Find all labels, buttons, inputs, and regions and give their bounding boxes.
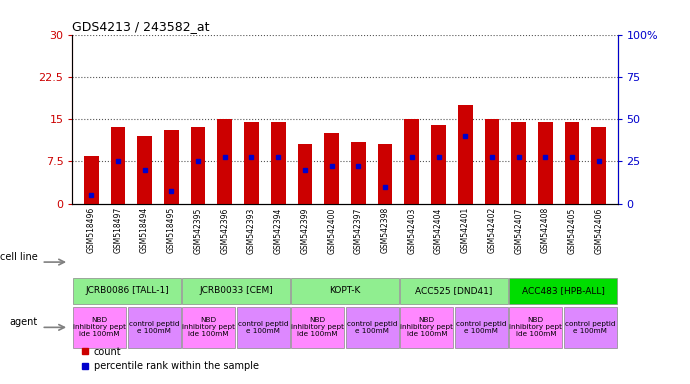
Bar <box>377 144 393 204</box>
Bar <box>458 105 473 204</box>
Bar <box>128 306 181 348</box>
Bar <box>564 306 617 348</box>
Text: JCRB0033 [CEM]: JCRB0033 [CEM] <box>199 286 273 295</box>
Legend: count, percentile rank within the sample: count, percentile rank within the sample <box>77 343 263 375</box>
Bar <box>346 306 399 348</box>
Text: GSM542396: GSM542396 <box>220 207 229 253</box>
Bar <box>271 122 286 204</box>
Text: GSM542404: GSM542404 <box>434 207 443 253</box>
Bar <box>538 122 553 204</box>
Bar <box>182 306 235 348</box>
Bar <box>217 119 232 204</box>
Text: NBD
inhibitory pept
ide 100mM: NBD inhibitory pept ide 100mM <box>73 317 126 338</box>
Text: NBD
inhibitory pept
ide 100mM: NBD inhibitory pept ide 100mM <box>509 317 562 338</box>
Text: GSM542403: GSM542403 <box>407 207 416 253</box>
Bar <box>591 127 607 204</box>
Bar <box>182 278 290 304</box>
Bar <box>291 278 399 304</box>
Bar <box>511 122 526 204</box>
Text: ACC483 [HPB-ALL]: ACC483 [HPB-ALL] <box>522 286 604 295</box>
Text: GSM518495: GSM518495 <box>167 207 176 253</box>
Text: GSM542398: GSM542398 <box>381 207 390 253</box>
Text: GSM542400: GSM542400 <box>327 207 336 253</box>
Bar <box>237 306 290 348</box>
Text: control peptid
e 100mM: control peptid e 100mM <box>456 321 506 334</box>
Text: JCRB0086 [TALL-1]: JCRB0086 [TALL-1] <box>85 286 169 295</box>
Text: NBD
inhibitory pept
ide 100mM: NBD inhibitory pept ide 100mM <box>291 317 344 338</box>
Text: GSM542399: GSM542399 <box>300 207 309 253</box>
Bar <box>110 127 125 204</box>
Text: GSM542407: GSM542407 <box>514 207 523 253</box>
Bar <box>431 125 446 204</box>
Text: control peptid
e 100mM: control peptid e 100mM <box>347 321 397 334</box>
Text: agent: agent <box>10 317 38 327</box>
Text: GSM542395: GSM542395 <box>193 207 203 253</box>
Bar <box>190 127 206 204</box>
Text: GSM542402: GSM542402 <box>487 207 497 253</box>
Text: control peptid
e 100mM: control peptid e 100mM <box>238 321 288 334</box>
Bar <box>455 306 508 348</box>
Bar <box>164 130 179 204</box>
Bar <box>400 306 453 348</box>
Text: GSM542397: GSM542397 <box>354 207 363 253</box>
Bar <box>291 306 344 348</box>
Text: GSM518496: GSM518496 <box>87 207 96 253</box>
Bar <box>509 278 617 304</box>
Bar <box>404 119 419 204</box>
Bar <box>351 142 366 204</box>
Text: control peptid
e 100mM: control peptid e 100mM <box>565 321 615 334</box>
Text: NBD
inhibitory pept
ide 100mM: NBD inhibitory pept ide 100mM <box>400 317 453 338</box>
Text: GDS4213 / 243582_at: GDS4213 / 243582_at <box>72 20 210 33</box>
Bar <box>565 122 580 204</box>
Text: GSM518494: GSM518494 <box>140 207 149 253</box>
Text: control peptid
e 100mM: control peptid e 100mM <box>129 321 179 334</box>
Text: GSM542406: GSM542406 <box>594 207 603 253</box>
Bar <box>324 133 339 204</box>
Bar <box>73 306 126 348</box>
Text: cell line: cell line <box>0 252 38 262</box>
Text: GSM542405: GSM542405 <box>568 207 577 253</box>
Text: GSM542408: GSM542408 <box>541 207 550 253</box>
Text: GSM518497: GSM518497 <box>113 207 122 253</box>
Bar <box>83 156 99 204</box>
Bar <box>244 122 259 204</box>
Text: GSM542394: GSM542394 <box>274 207 283 253</box>
Bar <box>137 136 152 204</box>
Bar <box>73 278 181 304</box>
Text: NBD
inhibitory pept
ide 100mM: NBD inhibitory pept ide 100mM <box>182 317 235 338</box>
Bar <box>484 119 500 204</box>
Bar <box>509 306 562 348</box>
Bar <box>400 278 508 304</box>
Text: ACC525 [DND41]: ACC525 [DND41] <box>415 286 493 295</box>
Text: KOPT-K: KOPT-K <box>329 286 361 295</box>
Text: GSM542401: GSM542401 <box>461 207 470 253</box>
Bar <box>297 144 313 204</box>
Text: GSM542393: GSM542393 <box>247 207 256 253</box>
